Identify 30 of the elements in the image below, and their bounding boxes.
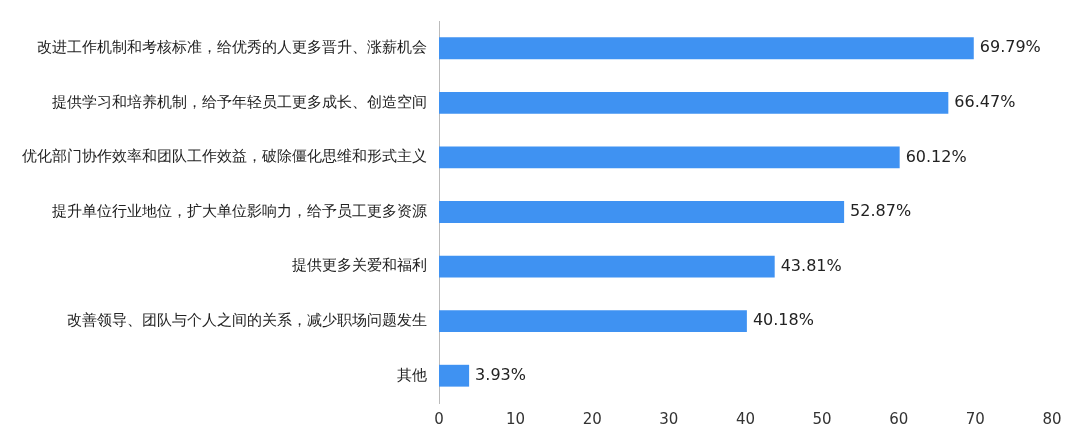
bar bbox=[439, 91, 949, 114]
y-tick-label: 提供学习和培养机制，给予年轻员工更多成长、创造空间 bbox=[52, 92, 427, 111]
bar bbox=[439, 146, 900, 169]
x-tick-label: 20 bbox=[582, 409, 602, 428]
data-label: 3.93% bbox=[475, 364, 526, 384]
y-tick-label: 提升单位行业地位，扩大单位影响力，给予员工更多资源 bbox=[52, 201, 427, 220]
data-label: 52.87% bbox=[850, 201, 912, 221]
y-tick-label: 改进工作机制和考核标准，给优秀的人更多晋升、涨薪机会 bbox=[37, 38, 427, 57]
data-label: 43.81% bbox=[780, 255, 842, 275]
x-tick-label: 50 bbox=[812, 409, 832, 428]
data-label: 60.12% bbox=[905, 146, 967, 166]
bar bbox=[439, 37, 974, 60]
x-tick-label: 30 bbox=[659, 409, 679, 428]
data-label: 66.47% bbox=[954, 92, 1016, 112]
x-tick-label: 70 bbox=[965, 409, 985, 428]
y-tick-label: 改善领导、团队与个人之间的关系，减少职场问题发生 bbox=[67, 311, 427, 330]
y-tick-label: 优化部门协作效率和团队工作效益，破除僵化思维和形式主义 bbox=[22, 147, 427, 166]
bar bbox=[439, 201, 845, 223]
x-tick-label: 40 bbox=[735, 409, 756, 428]
y-tick-label: 其他 bbox=[397, 365, 427, 384]
bar bbox=[439, 364, 470, 387]
y-tick-label: 提供更多关爱和福利 bbox=[292, 256, 427, 275]
bar bbox=[439, 255, 775, 278]
data-label: 69.79% bbox=[979, 37, 1041, 57]
bar bbox=[439, 310, 747, 333]
data-label: 40.18% bbox=[752, 310, 814, 330]
x-tick-label: 0 bbox=[434, 409, 444, 428]
x-tick-label: 80 bbox=[1042, 409, 1062, 428]
x-tick-label: 60 bbox=[889, 409, 909, 428]
x-tick-label: 10 bbox=[506, 409, 526, 428]
